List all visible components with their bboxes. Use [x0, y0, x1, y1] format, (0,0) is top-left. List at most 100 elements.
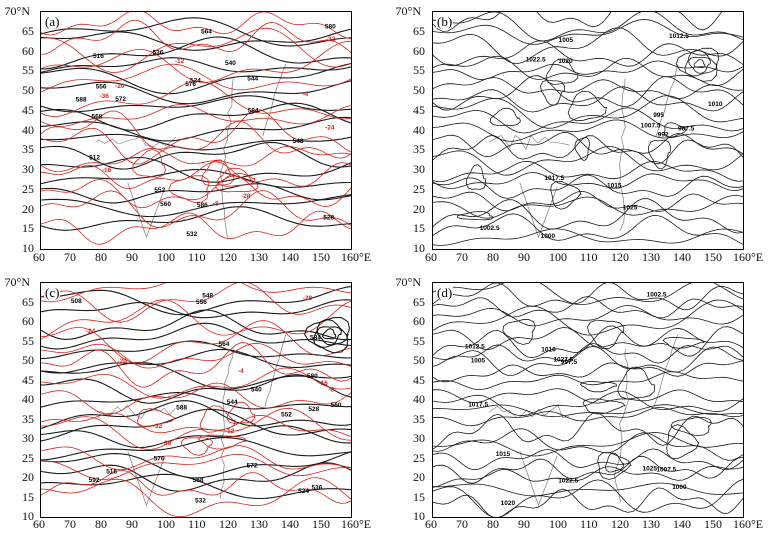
temperature-value-label: -4: [302, 91, 308, 98]
coastline: [614, 348, 629, 503]
x-tick-label: 110: [188, 250, 206, 264]
pressure-contour: [433, 60, 743, 80]
panel-label-a: (a): [44, 14, 61, 29]
y-tick-label: 55: [413, 63, 425, 78]
pressure-closed-contour: [574, 136, 591, 162]
pressure-closed-contour: [670, 416, 712, 437]
temperature-value-label: -16: [102, 167, 112, 174]
pressure-value-label: 997.5: [561, 359, 578, 366]
pressure-contour: [433, 160, 743, 183]
pressure-value-label: 1005: [559, 37, 574, 44]
panel-label-d: (d): [436, 285, 454, 300]
height-value-label: 532: [186, 231, 197, 238]
pressure-contour: [433, 119, 743, 142]
height-value-label: 584: [310, 335, 321, 342]
temperature-contour: [41, 367, 351, 399]
low-center-contour: [312, 318, 349, 348]
y-tick-label: 25: [22, 181, 34, 196]
pressure-value-label: 1010: [541, 347, 556, 354]
height-contour: [41, 102, 351, 131]
temperature-contour: [41, 120, 351, 165]
x-tick-label: 80: [95, 517, 107, 531]
x-tick-label: 130: [642, 517, 660, 531]
pressure-contour: [433, 228, 743, 246]
temperature-contour: [41, 12, 351, 40]
pressure-value-label: 1017.5: [468, 401, 488, 408]
height-contour: [41, 36, 351, 70]
temperature-contour: [41, 104, 351, 127]
height-value-label: 576: [185, 81, 196, 88]
x-tick-label: 150: [312, 517, 330, 531]
low-center-contour: [684, 49, 718, 77]
pressure-contour: [433, 428, 743, 461]
temperature-contour: [41, 27, 351, 73]
pressure-contour: [433, 478, 743, 517]
y-tick-label: 45: [413, 372, 425, 387]
pressure-value-label: 1015: [607, 182, 622, 189]
y-tick-label: 30: [413, 162, 425, 176]
y-tick-label: 40: [413, 122, 425, 137]
pressure-closed-contour: [662, 336, 705, 349]
map-c: 524 528 532 536 540 544 548 552 556 560 564 568 572 5…: [40, 282, 352, 518]
temperature-contour: [41, 283, 351, 303]
pressure-closed-contour: [582, 398, 626, 415]
x-tick-label: 160°E: [733, 250, 764, 264]
temperature-closed-contour: [136, 408, 176, 427]
y-tick-label: 70°N: [395, 275, 421, 289]
x-tick-label: 70: [456, 250, 468, 264]
y-tick-label: 65: [413, 294, 425, 309]
x-tick-label: 120: [219, 250, 237, 264]
height-contour: [41, 194, 351, 218]
coastline-india: [519, 451, 558, 507]
temperature-contour: [41, 453, 351, 480]
y-tick-label: 25: [413, 450, 425, 465]
temperature-contour: [41, 190, 351, 228]
pressure-closed-contour: [664, 122, 688, 138]
pressure-contour: [433, 345, 743, 376]
y-tick-label: 10: [413, 241, 425, 255]
temperature-contour: [41, 382, 351, 415]
coastline: [619, 78, 626, 232]
border-line: [488, 404, 570, 418]
temperature-contour: [41, 145, 351, 173]
y-tick-label: 60: [22, 43, 34, 58]
pressure-value-label: 1025: [623, 205, 638, 212]
pressure-value-label: 1000: [541, 233, 556, 240]
temperature-closed-contour: [132, 148, 167, 178]
height-contour: [41, 340, 351, 360]
height-value-label: 572: [115, 96, 126, 103]
y-tick-label: 60: [22, 314, 34, 328]
pressure-contour: [433, 404, 743, 418]
height-contour: [41, 392, 351, 410]
coastline-japan: [264, 334, 287, 407]
height-contour: [41, 425, 351, 449]
x-tick-label: 100: [157, 250, 175, 264]
x-tick-label: 70: [64, 250, 76, 264]
border-line: [488, 134, 570, 151]
pressure-contour: [433, 55, 743, 87]
pressure-value-label: 1010: [708, 101, 723, 108]
x-tick-label: 80: [487, 250, 499, 264]
pressure-contour: [433, 95, 743, 129]
pressure-contour: [433, 390, 743, 417]
temperature-closed-contour: [215, 172, 259, 193]
temperature-value-label: -32: [326, 36, 336, 43]
x-tick-label: 150: [704, 517, 722, 531]
low-center-contour: [693, 59, 706, 69]
y-tick-label: 15: [413, 489, 425, 504]
y-tick-label: 20: [413, 201, 425, 216]
y-tick-label: 50: [413, 353, 425, 367]
height-contour: [41, 362, 351, 390]
low-center-contour: [322, 328, 337, 340]
low-center-contour: [304, 316, 351, 354]
y-tick-label: 35: [413, 411, 425, 426]
height-value-label: 586: [197, 202, 208, 209]
temperature-value-label: -20: [118, 358, 128, 365]
pressure-contour: [433, 77, 743, 100]
pressure-value-label: 1000: [672, 484, 687, 491]
coastline: [219, 78, 234, 240]
pressure-value-label: 1020: [558, 58, 573, 65]
temperature-closed-contour: [216, 167, 256, 187]
map-b: 1017.5 1010 987.5 992 1000 1002.5 1005 1007.5 10…: [432, 11, 744, 250]
height-contour: [41, 286, 351, 316]
